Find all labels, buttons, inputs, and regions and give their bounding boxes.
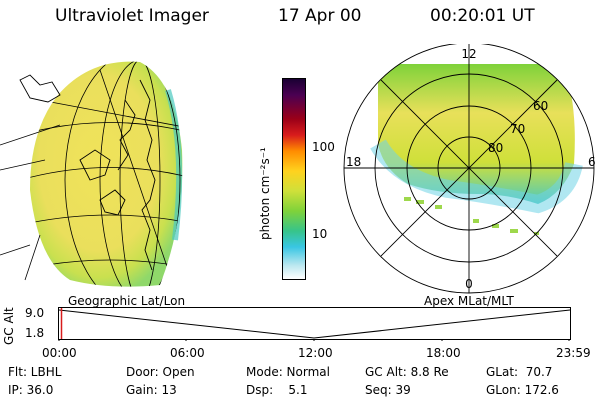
- timeline-y-label: GC Alt: [2, 307, 16, 345]
- instrument-title: Ultraviolet Imager: [55, 6, 209, 26]
- lat-label-80: 80: [488, 141, 503, 155]
- auroral-emission: [378, 64, 575, 204]
- info-door: Door: Open: [126, 365, 195, 379]
- info-gain: Gain: 13: [126, 383, 177, 397]
- polar-diagonal-2: [380, 79, 558, 257]
- timeline-x-tick-1800: 18:00: [426, 346, 461, 360]
- colorbar-tick-10: 10: [312, 227, 328, 241]
- timeline-x-ticks: [58, 339, 570, 341]
- timeline-y-tick-1-8: 1.8: [25, 326, 45, 340]
- colorbar-unit-label: photon cm⁻²s⁻¹: [258, 147, 272, 240]
- mlt-label-12: 12: [461, 47, 476, 61]
- geographic-globe: [0, 61, 183, 287]
- mlt-label-0: 0: [465, 277, 473, 291]
- globe-edge-glow: [165, 89, 183, 241]
- mlt-label-6: 6: [588, 155, 596, 169]
- coastlines: [19, 74, 156, 271]
- polar-plot: 12 18 6 0 60 70 80: [343, 44, 596, 294]
- timeline-plot: [58, 307, 571, 341]
- colorbar: [282, 78, 306, 280]
- timeline-x-tick-2359: 23:59: [556, 346, 591, 360]
- lat-label-60: 60: [533, 99, 548, 113]
- timeline-x-tick-1200: 12:00: [298, 346, 333, 360]
- timeline-x-tick-0000: 00:00: [42, 346, 77, 360]
- colorbar-tick-100: 100: [312, 140, 335, 154]
- outer-grid-lines: [0, 124, 61, 281]
- timeline-frame: [58, 307, 571, 340]
- timeline-y-tick-9: 9.0: [25, 306, 45, 320]
- info-filter: Flt: LBHL: [8, 365, 62, 379]
- info-glat: GLat: 70.7: [486, 365, 553, 379]
- observation-time: 00:20:01 UT: [430, 6, 535, 26]
- info-glon: GLon: 172.6: [486, 383, 559, 397]
- info-mode: Mode: Normal: [246, 365, 330, 379]
- info-dsp: Dsp: 5.1: [246, 383, 308, 397]
- observation-date: 17 Apr 00: [278, 6, 362, 26]
- info-seq: Seq: 39: [365, 383, 411, 397]
- globe-emission: [30, 61, 183, 287]
- lat-label-70: 70: [510, 122, 525, 136]
- info-gc-alt: GC Alt: 8.8 Re: [365, 365, 449, 379]
- geographic-caption: Geographic Lat/Lon: [68, 294, 186, 308]
- mlt-label-18: 18: [346, 155, 361, 169]
- apex-caption: Apex MLat/MLT: [424, 294, 514, 308]
- timeline-x-tick-0600: 06:00: [170, 346, 205, 360]
- info-ip: IP: 36.0: [8, 383, 54, 397]
- altitude-curve: [58, 309, 571, 339]
